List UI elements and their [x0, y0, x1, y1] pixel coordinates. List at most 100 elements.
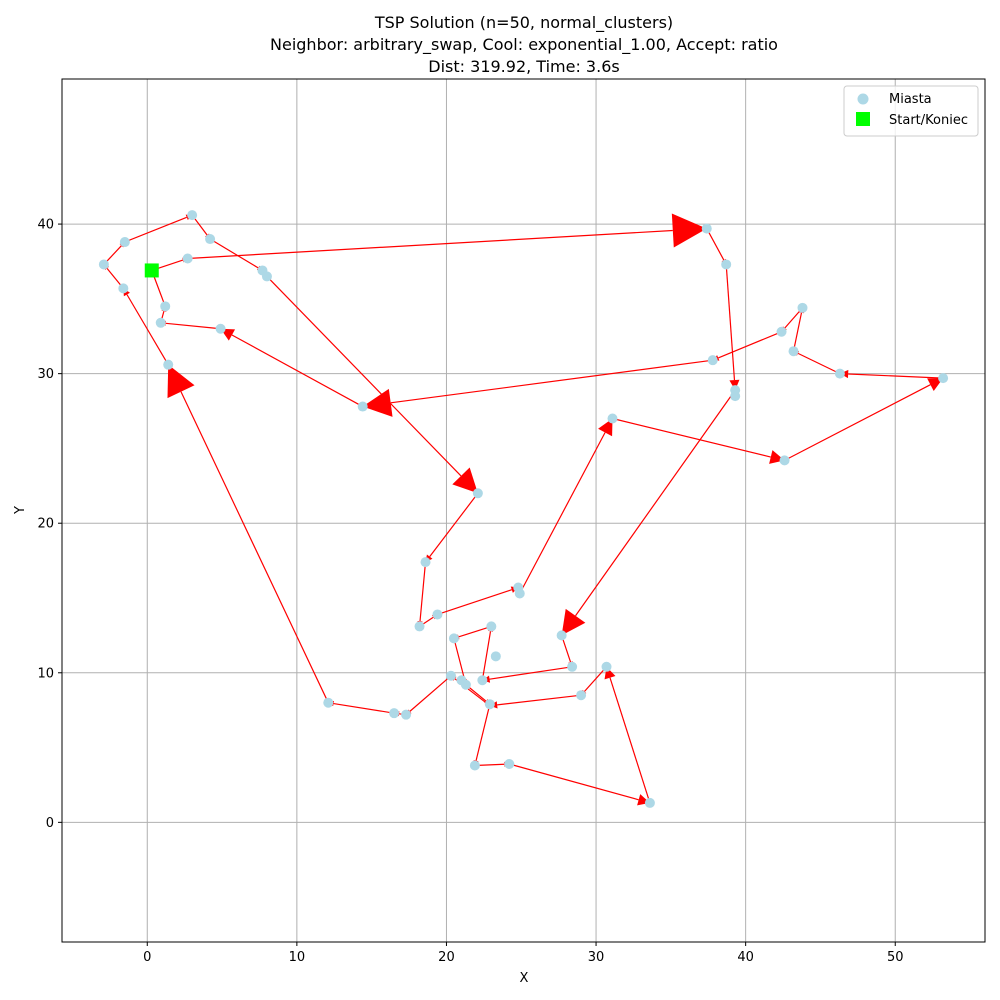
city-point	[160, 301, 171, 312]
route-segment	[797, 352, 841, 375]
city-point	[776, 326, 787, 337]
legend-box	[843, 85, 979, 137]
city-point	[486, 621, 497, 632]
city-point	[484, 699, 495, 710]
city-point	[401, 709, 412, 720]
city-point	[601, 661, 612, 672]
route-segment	[519, 432, 606, 594]
y-tick-label: 20	[37, 517, 54, 532]
city-point	[414, 621, 425, 632]
route-segment	[126, 294, 169, 365]
legend-city-marker	[857, 93, 869, 105]
route-arrowhead	[671, 213, 707, 248]
x-tick-label: 50	[887, 950, 904, 965]
x-tick-label: 40	[737, 950, 754, 965]
route-segment	[409, 675, 452, 712]
city-point	[420, 557, 431, 568]
city-point	[514, 588, 525, 599]
chart-title-line-2: Neighbor: arbitrary_swap, Cool: exponent…	[270, 35, 778, 55]
city-point	[448, 633, 459, 644]
route-segment	[725, 264, 736, 381]
city-point	[556, 630, 567, 641]
chart-title-line-3: Dist: 319.92, Time: 3.6s	[428, 57, 619, 76]
route-segment	[575, 389, 736, 617]
route-segment	[453, 638, 466, 681]
city-point	[834, 368, 845, 379]
city-point	[323, 697, 334, 708]
city-point	[261, 271, 272, 282]
route-arrowhead	[729, 379, 740, 391]
y-tick-label: 30	[37, 367, 54, 382]
city-point	[788, 346, 799, 357]
route-segment	[231, 334, 363, 408]
axis-ticks: 0 10 20 30 40 50 0 10 20 30 40	[37, 218, 903, 965]
city-point	[460, 679, 471, 690]
route-arrowhead	[561, 608, 586, 636]
route-arrowhead	[452, 467, 478, 494]
legend-label-cities: Miasta	[889, 92, 932, 107]
city-point	[118, 283, 129, 294]
route-segment	[390, 359, 713, 404]
route-segment	[612, 417, 771, 458]
route-arrowhead	[927, 378, 944, 392]
route-segment	[124, 216, 187, 243]
city-point	[472, 488, 483, 499]
legend-start-marker	[856, 112, 870, 126]
city-point	[155, 317, 166, 328]
city-point	[779, 455, 790, 466]
route-segment	[187, 229, 673, 260]
x-tick-label: 20	[438, 950, 455, 965]
city-point	[182, 253, 193, 264]
route-segment	[718, 331, 782, 359]
route-segment	[497, 694, 582, 706]
city-point	[701, 223, 712, 234]
route-segment	[209, 238, 259, 269]
city-point	[644, 797, 655, 808]
city-point	[163, 359, 174, 370]
cities	[98, 210, 949, 808]
start-marker	[144, 263, 159, 278]
x-tick-label: 0	[143, 950, 151, 965]
route-segment	[266, 276, 462, 477]
city-point	[389, 708, 400, 719]
city-point	[567, 661, 578, 672]
y-tick-label: 0	[46, 816, 54, 831]
route-arrowhead	[362, 388, 393, 417]
city-point	[707, 355, 718, 366]
city-point	[721, 259, 732, 270]
route-segment	[333, 702, 395, 714]
legend-label-start: Start/Koniec	[889, 113, 968, 128]
x-tick-label: 30	[588, 950, 605, 965]
y-tick-label: 10	[37, 666, 54, 681]
city-point	[98, 259, 109, 270]
city-point	[187, 210, 198, 221]
city-point	[504, 759, 515, 770]
route-segment	[475, 704, 491, 761]
x-tick-label: 10	[289, 950, 306, 965]
route-segment	[458, 625, 492, 638]
city-point	[432, 609, 443, 620]
grid	[62, 79, 985, 942]
route-segment	[706, 228, 725, 261]
city-point	[445, 670, 456, 681]
route-segment	[792, 312, 803, 352]
plot-frame	[61, 78, 986, 943]
city-point	[490, 651, 501, 662]
city-point	[119, 237, 130, 248]
route-segment	[165, 322, 221, 330]
city-point	[357, 401, 368, 412]
route-segment	[583, 666, 607, 692]
route-segment	[437, 589, 512, 616]
y-axis-label: Y	[13, 506, 28, 515]
route-segment	[509, 763, 639, 801]
route-arrowhead	[167, 364, 195, 399]
x-axis-label: X	[520, 971, 529, 986]
legend: Miasta Start/Koniec	[843, 85, 979, 137]
y-tick-label: 40	[37, 218, 54, 233]
city-point	[477, 675, 488, 686]
city-point	[797, 302, 808, 313]
route-segment	[784, 384, 931, 461]
city-point	[730, 391, 741, 402]
